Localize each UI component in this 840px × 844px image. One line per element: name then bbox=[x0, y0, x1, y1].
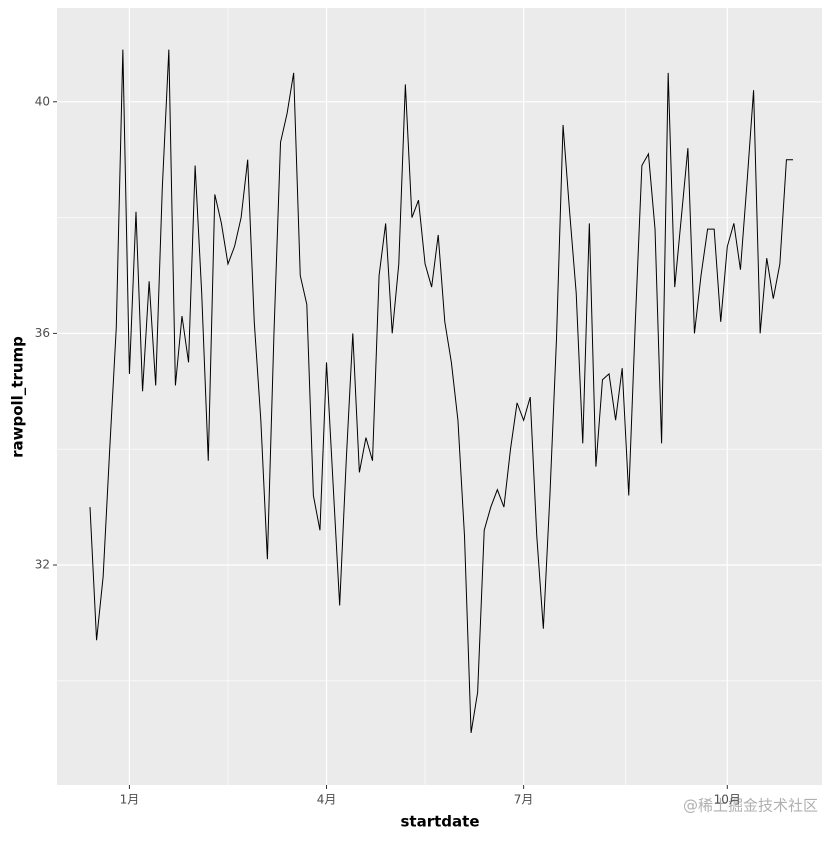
x-tick-label: 1月 bbox=[120, 793, 140, 807]
x-tick-label: 7月 bbox=[514, 793, 534, 807]
watermark: @稀土掘金技术社区 bbox=[683, 797, 818, 815]
y-tick-label: 32 bbox=[35, 557, 50, 571]
x-axis-title: startdate bbox=[401, 813, 480, 831]
panel bbox=[57, 8, 822, 785]
y-tick-label: 40 bbox=[35, 94, 50, 108]
x-tick-label: 10月 bbox=[714, 793, 741, 807]
x-tick-label: 4月 bbox=[317, 793, 337, 807]
y-tick-label: 36 bbox=[35, 326, 50, 340]
data-line bbox=[89, 49, 793, 733]
y-axis-title: rawpoll_trump bbox=[9, 336, 27, 458]
